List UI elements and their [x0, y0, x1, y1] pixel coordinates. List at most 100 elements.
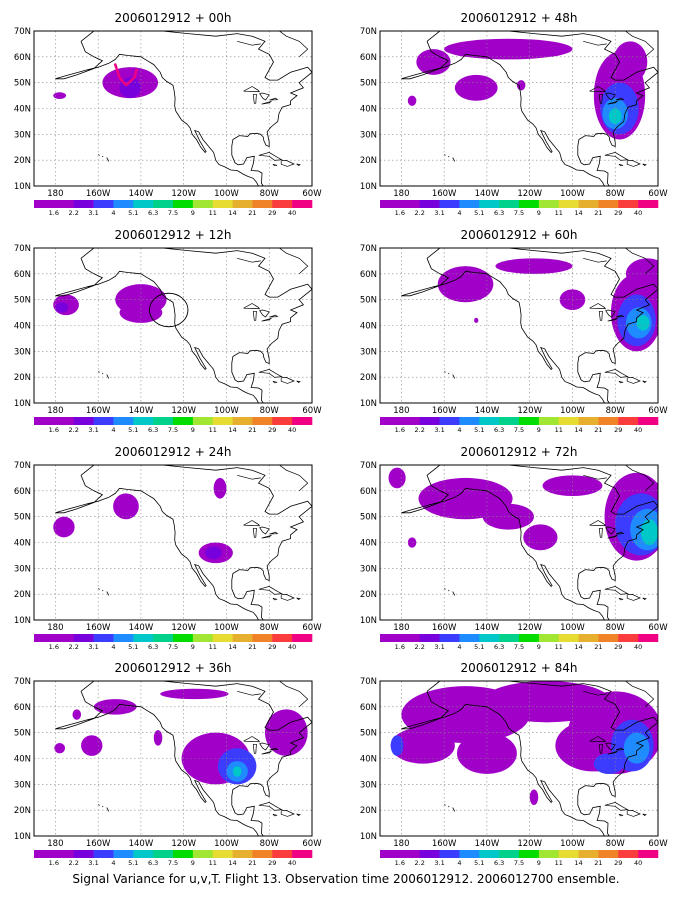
- colorbar-label: 4: [457, 426, 461, 434]
- colorbar-segment: [212, 634, 233, 642]
- colorbar-label: 9: [191, 209, 195, 217]
- colorbar-label: 21: [594, 859, 602, 867]
- island-outline: [448, 589, 450, 592]
- colorbar-segment: [133, 634, 154, 642]
- longitude-label: 160W: [86, 189, 111, 199]
- variance-contour: [444, 38, 573, 60]
- great-lake-outline: [261, 534, 272, 539]
- variance-contour: [390, 735, 404, 756]
- colorbar-label: 4: [111, 643, 115, 651]
- variance-contour: [390, 727, 455, 764]
- arctic-coastline: [583, 690, 607, 696]
- colorbar-segment: [439, 417, 460, 425]
- colorbar-segment: [53, 200, 75, 208]
- island-outline: [280, 594, 295, 601]
- island-outline: [296, 597, 301, 601]
- arctic-coastline: [237, 474, 261, 480]
- longitude-label: 180: [393, 623, 409, 633]
- colorbar-segment: [558, 634, 579, 642]
- arctic-coastline: [237, 257, 261, 263]
- west-coastline: [401, 41, 606, 186]
- colorbar-segment: [459, 850, 480, 858]
- longitude-label: 160W: [86, 839, 111, 849]
- latitude-label: 60N: [360, 270, 377, 280]
- colorbar-label: 5.1: [474, 209, 484, 217]
- colorbar-label: 7.5: [514, 426, 524, 434]
- great-lake-outline: [605, 742, 616, 751]
- great-lake-outline: [615, 314, 625, 318]
- colorbar-segment: [558, 417, 579, 425]
- island-outline: [98, 154, 100, 156]
- longitude-label: 80W: [606, 189, 626, 199]
- colorbar-segment: [252, 634, 273, 642]
- colorbar-label: 3.1: [434, 426, 444, 434]
- colorbar-label: 1.6: [395, 209, 405, 217]
- colorbar-label: 14: [228, 209, 236, 217]
- colorbar-label: 14: [574, 426, 582, 434]
- latitude-label: 20N: [14, 806, 31, 816]
- longitude-label: 60W: [648, 189, 668, 199]
- colorbar-label: 11: [209, 859, 217, 867]
- island-outline: [642, 163, 647, 167]
- longitude-label: 180: [47, 839, 63, 849]
- colorbar-label: 3.1: [434, 643, 444, 651]
- colorbar-segment: [399, 200, 421, 208]
- east-coastline: [80, 465, 312, 620]
- arctic-coastline: [583, 257, 607, 263]
- island-outline: [642, 380, 647, 384]
- west-coastline: [55, 41, 260, 186]
- island-outline: [258, 586, 283, 595]
- longitude-label: 60W: [648, 406, 668, 416]
- latitude-label: 60N: [14, 703, 31, 713]
- latitude-label: 40N: [360, 105, 377, 115]
- longitude-label: 60W: [648, 623, 668, 633]
- colorbar-label: 6.3: [148, 209, 158, 217]
- map-panel: 2006012912 + 24h 70N 60N 50N 40N 30N 20N 10N 180…: [14, 445, 322, 651]
- longitude-label: 80W: [260, 839, 280, 849]
- colorbar-segment: [34, 634, 55, 642]
- panel-title: 2006012912 + 48h: [461, 11, 578, 25]
- island-outline: [448, 805, 450, 808]
- observation-region-circle: [149, 292, 189, 328]
- island-outline: [618, 380, 624, 384]
- island-outline: [618, 163, 624, 167]
- island-outline: [296, 380, 301, 384]
- island-outline: [618, 597, 624, 601]
- variance-contour: [636, 315, 650, 331]
- map-background: [380, 248, 658, 403]
- latitude-label: 30N: [360, 780, 377, 790]
- variance-contour: [81, 735, 103, 756]
- longitude-label: 60W: [648, 839, 668, 849]
- latitude-label: 40N: [14, 539, 31, 549]
- colorbar-segment: [419, 200, 440, 208]
- colorbar-label: 21: [594, 209, 602, 217]
- great-lake-outline: [269, 747, 279, 751]
- colorbar-segment: [479, 417, 500, 425]
- island-outline: [626, 810, 641, 817]
- latitude-label: 50N: [14, 513, 31, 523]
- colorbar-segment: [73, 634, 94, 642]
- map-background: [34, 248, 312, 403]
- map-area: [34, 681, 312, 836]
- colorbar-segment: [133, 417, 154, 425]
- longitude-label: 180: [393, 839, 409, 849]
- longitude-label: 120W: [517, 839, 542, 849]
- variance-contour: [53, 516, 75, 538]
- longitude-label: 160W: [86, 623, 111, 633]
- map-background: [34, 681, 312, 836]
- colorbar-segment: [53, 634, 75, 642]
- map-background: [34, 465, 312, 620]
- colorbar-label: 21: [594, 426, 602, 434]
- longitude-label: 120W: [171, 406, 196, 416]
- latitude-label: 40N: [14, 755, 31, 765]
- colorbar-label: 5.1: [474, 426, 484, 434]
- colorbar-segment: [638, 634, 659, 642]
- colorbar-segment: [252, 850, 273, 858]
- colorbar-segment: [153, 200, 174, 208]
- latitude-label: 60N: [14, 487, 31, 497]
- colorbar-segment: [638, 417, 659, 425]
- colorbar-label: 2.2: [69, 859, 79, 867]
- colorbar-label: 29: [268, 426, 276, 434]
- map-panel: 2006012912 + 36h 70N 60N 50N 40N 30N 20N 10N 180…: [14, 661, 322, 867]
